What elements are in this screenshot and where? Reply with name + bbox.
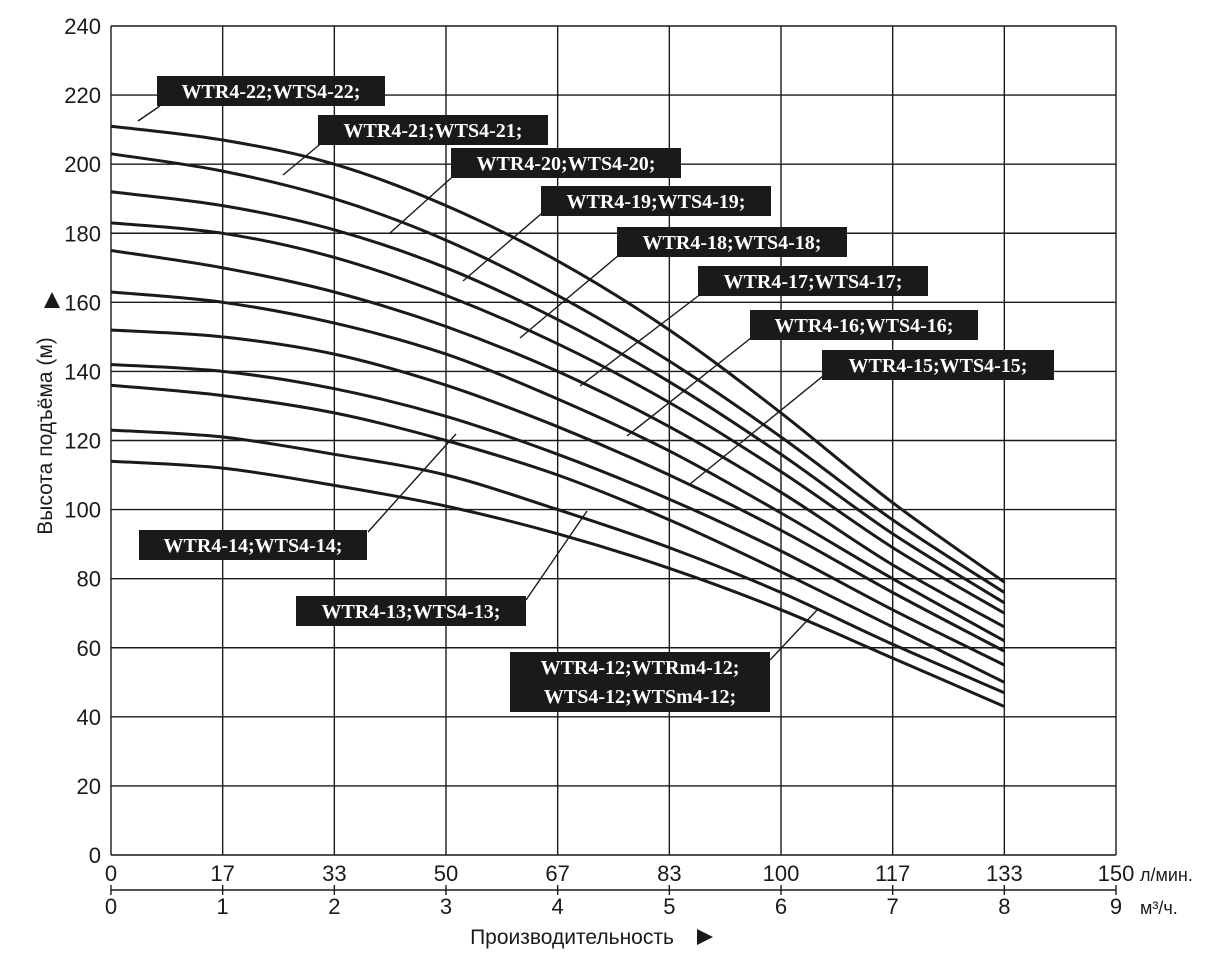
curve-labels: WTR4-22;WTS4-22; WTR4-21;WTS4-21; WTR4-20;… [139,76,1054,712]
leader-line [579,289,707,387]
curve-series-10 [110,459,1005,708]
y-tick-label: 200 [64,152,101,177]
curve-series-3 [110,221,1006,615]
label-box [617,227,847,257]
curve-label: WTR4-12;WTRm4-12; [541,657,740,679]
y-axis-arrow-icon [44,292,60,308]
y-tick-label: 180 [64,221,101,246]
x-tick-label-m3h: 2 [328,894,340,919]
label-box [451,148,681,178]
axis-titles: Производительность Высота подъёма (м) [34,292,713,949]
x-tick-label-lmin: 33 [322,861,346,886]
leader-lines [137,105,829,661]
label-box [296,596,526,626]
label-box [750,310,978,340]
curve-series-9 [110,428,1005,695]
x-tick-label-lmin: 67 [545,861,569,886]
curve-label: WTR4-17;WTS4-17; [724,271,903,293]
curve-label: WTR4-15;WTS4-15; [849,355,1028,377]
x-unit-lmin: л/мин. [1140,865,1193,885]
curve-series-4 [110,249,1006,629]
curve-series-2 [110,190,1006,605]
x-tick-label-m3h: 6 [775,894,787,919]
y-tick-label: 20 [77,774,101,799]
y-tick-label: 160 [64,290,101,315]
y-tick-label: 80 [77,567,101,592]
y-tick-label: 40 [77,705,101,730]
leader-line [389,169,461,234]
label-box [822,350,1054,380]
x-unit-m3h: м³/ч. [1140,898,1178,918]
label-box [698,266,928,296]
curve-series-5 [110,290,1006,643]
y-tick-label: 60 [77,636,101,661]
y-axis-title: Высота подъёма (м) [34,337,57,535]
x-tick-label-m3h: 7 [887,894,899,919]
curve-label: WTR4-16;WTS4-16; [775,315,954,337]
x-tick-label-lmin: 83 [657,861,681,886]
curve-label: WTR4-22;WTS4-22; [182,81,361,103]
x-tick-label-m3h: 1 [217,894,229,919]
x-tick-label-m3h: 3 [440,894,452,919]
curve-series-6 [110,328,1005,653]
y-tick-label: 0 [89,843,101,868]
leader-line [519,249,626,339]
curve-series-0 [110,124,1006,584]
curve-label: WTR4-13;WTS4-13; [322,601,501,623]
leader-line [525,510,588,601]
curve-label: WTR4-18;WTS4-18; [643,232,822,254]
y-tick-label: 120 [64,429,101,454]
x-tick-label-m3h: 0 [105,894,117,919]
leader-line [367,433,457,533]
curve-label: WTR4-21;WTS4-21; [344,120,523,142]
y-tick-label: 100 [64,498,101,523]
curves [110,124,1006,708]
leader-line [462,207,549,282]
curve-series-1 [110,152,1006,594]
y-tick-label: 220 [64,83,101,108]
curve-label: WTR4-20;WTS4-20; [477,153,656,175]
x-axis-title: Производительность [470,926,674,949]
label-box [157,76,385,106]
label-box [541,186,771,216]
x-tick-label-lmin: 50 [434,861,458,886]
x-axis-ticks: 0 17 33 50 67 83 100 117 133 150 л/мин.0 1 2 3 4 5 6 7 8 9 м… [105,861,1193,919]
x-tick-label-lmin: 117 [875,861,910,886]
curve-label: WTR4-14;WTS4-14; [164,535,343,557]
x-tick-label-m3h: 9 [1110,894,1122,919]
y-tick-label: 240 [64,14,101,39]
curve-label: WTS4-12;WTSm4-12; [544,686,736,708]
label-box [139,530,367,560]
label-box [318,115,548,145]
x-tick-label-m3h: 4 [552,894,564,919]
leader-line [626,333,757,437]
curve-label: WTR4-19;WTS4-19; [567,191,746,213]
curve-series-8 [110,383,1005,684]
label-box [510,652,770,712]
x-tick-label-lmin: 133 [986,861,1023,886]
x-tick-label-m3h: 5 [663,894,675,919]
y-axis-ticks: 0 20 40 60 80 100 120 140 160 180 200 220 240 [64,14,101,868]
leader-line [137,105,161,122]
x-tick-label-lmin: 0 [105,861,117,886]
y-tick-label: 140 [64,359,101,384]
x-tick-label-m3h: 8 [998,894,1010,919]
x-tick-label-lmin: 17 [210,861,234,886]
x-tick-label-lmin: 100 [763,861,800,886]
curve-series-7 [110,363,1005,667]
leader-line [689,371,829,485]
x-axis-arrow-icon [697,929,713,945]
leader-line [769,608,819,661]
x-tick-label-lmin: 150 [1098,861,1135,886]
